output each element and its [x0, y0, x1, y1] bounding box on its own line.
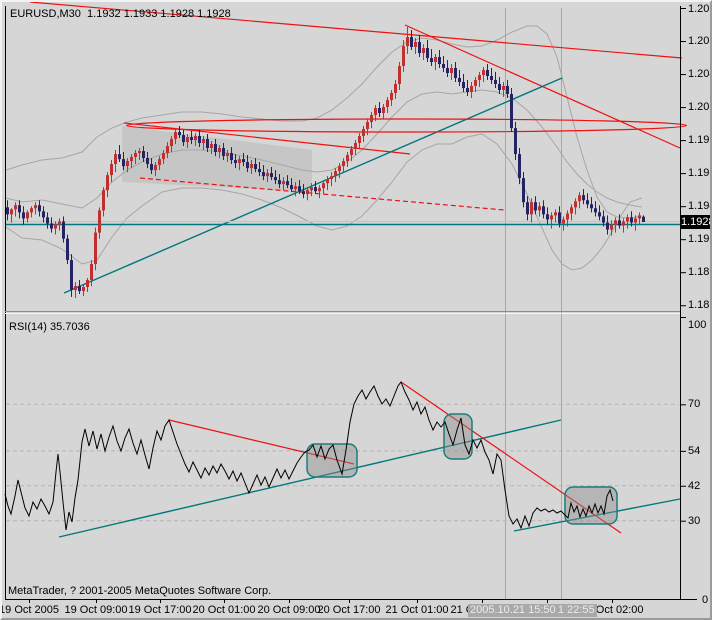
rsi-axis-label: 100 — [688, 319, 707, 331]
ascending-trendline — [63, 77, 563, 294]
rsi-trendlines — [58, 381, 681, 538]
crosshair-vertical-lines — [505, 8, 562, 599]
price-axis-label: 1.1915 — [688, 233, 710, 246]
rsi-axis-label: 30 — [688, 514, 701, 527]
price-axis-label: 1.2015 — [688, 101, 710, 114]
crosshair-time-label: 2005.10.21 15:50 — [468, 604, 558, 617]
price-axis-label: 1.1865 — [688, 299, 710, 312]
price-axis-label: 1.1990 — [688, 134, 710, 147]
date-axis-label: 20 Oct 09:00 — [257, 604, 321, 616]
rsi-axis-label: 42 — [688, 479, 701, 492]
price-axis-label: 1.2090 — [688, 3, 710, 15]
price-axis-label: 1.1940 — [688, 200, 710, 213]
date-axis-label: 19 Oct 2005 — [0, 604, 59, 616]
triangle-upper-line — [123, 122, 411, 155]
price-axis-label: 1.1965 — [688, 167, 710, 180]
rsi-axis-label: 54 — [688, 444, 701, 457]
date-axis-label: 19 Oct 17:00 — [128, 604, 192, 616]
date-axis-label: 20 Oct 01:00 — [192, 604, 256, 616]
descending-trendline-long — [29, 2, 683, 59]
axes-frame — [5, 6, 697, 603]
price-axis-label: 1.2065 — [688, 35, 710, 48]
current-price-badge: 1.1928 — [681, 215, 712, 229]
date-axis-label: 20 Oct 17:00 — [317, 604, 381, 616]
date-axis-label: 19 Oct 09:00 — [64, 604, 128, 616]
rsi-axis-label: 70 — [688, 398, 701, 411]
candlestick-series — [6, 27, 645, 298]
ohlc-values: 1.1932 1.1933 1.1928 1.1928 — [87, 8, 231, 20]
date-axis-label: 21 Oct 01:00 — [385, 604, 449, 616]
rsi-axis-zero-label: 0 — [702, 594, 709, 606]
price-axis-label: 1.2040 — [688, 68, 710, 81]
symbol-timeframe-label: EURUSD,M30 — [10, 8, 81, 20]
rsi-indicator-label: RSI(14) 35.7036 — [9, 321, 90, 333]
triangle-lower-dashed — [139, 177, 505, 211]
chart-title: EURUSD,M30 1.1932 1.1933 1.1928 1.1928 — [10, 8, 231, 20]
copyright-text: MetaTrader, ? 2001-2005 MetaQuotes Softw… — [8, 585, 272, 597]
price-axis-label: 1.1890 — [688, 266, 710, 279]
rsi-line — [4, 380, 614, 531]
resistance-ellipse — [125, 118, 688, 133]
